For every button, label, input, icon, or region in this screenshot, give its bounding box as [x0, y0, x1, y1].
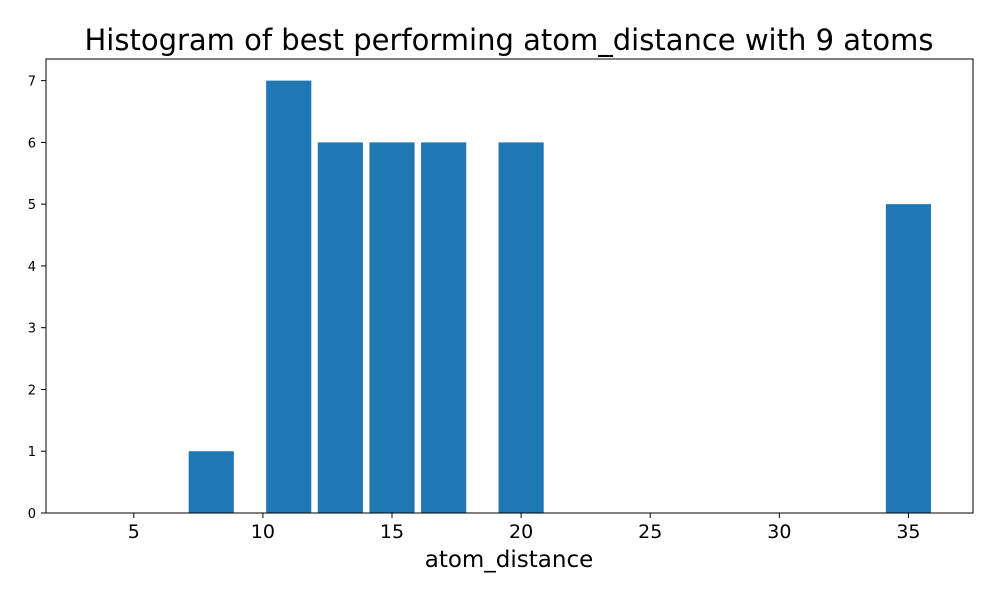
x-tick-label: 30 — [767, 521, 791, 543]
y-tick-label: 2 — [28, 383, 36, 398]
bar-8 — [188, 451, 234, 513]
x-tick-label: 20 — [509, 521, 533, 543]
y-tick-label: 4 — [28, 260, 36, 275]
chart-title: Histogram of best performing atom_distan… — [84, 23, 933, 57]
y-tick-label: 3 — [28, 322, 36, 337]
bars-group — [188, 80, 932, 513]
x-tick-label: 5 — [128, 521, 140, 543]
y-axis: 0 1 2 3 4 5 6 7 — [28, 75, 46, 522]
x-axis-label: atom_distance — [425, 547, 594, 573]
x-tick-label: 35 — [896, 521, 920, 543]
x-tick-label: 10 — [251, 521, 275, 543]
bar-35 — [885, 204, 932, 513]
bar-20 — [498, 142, 544, 513]
x-tick-label: 15 — [380, 521, 404, 543]
y-tick-label: 6 — [28, 136, 36, 151]
y-tick-label: 5 — [28, 198, 36, 213]
x-axis: 5 10 15 20 25 30 35 — [128, 513, 921, 543]
y-tick-label: 7 — [28, 75, 36, 90]
bar-11 — [266, 80, 312, 513]
y-tick-label: 1 — [28, 445, 36, 460]
bar-13 — [317, 142, 363, 513]
bar-17 — [421, 142, 467, 513]
plot-frame — [45, 58, 974, 514]
y-tick-label: 0 — [28, 507, 36, 522]
bar-15 — [369, 142, 415, 513]
x-tick-label: 25 — [638, 521, 662, 543]
